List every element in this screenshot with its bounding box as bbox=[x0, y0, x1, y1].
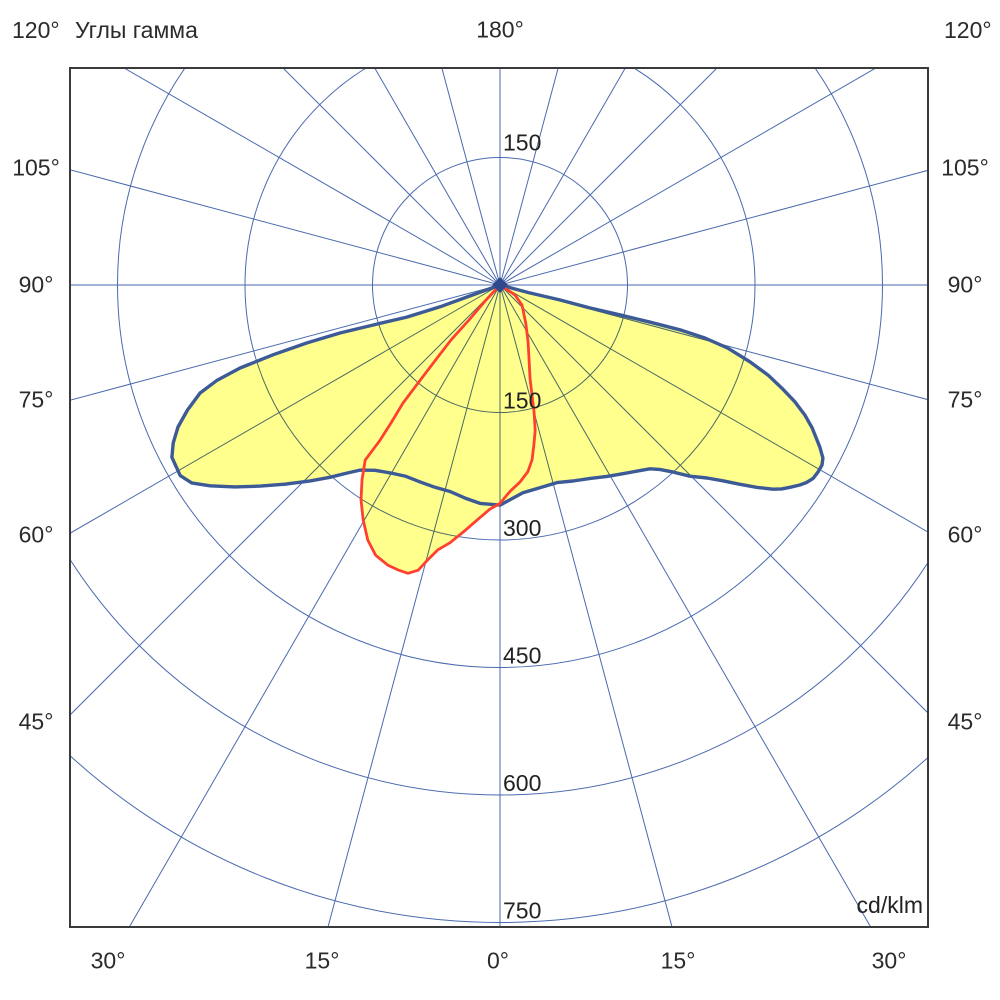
bottom-axis-label-30r: 30° bbox=[871, 947, 907, 974]
gamma-ray-210 bbox=[374, 68, 501, 286]
corner-label-top-left: 120° bbox=[12, 17, 60, 43]
ring-label-150-upper: 150 bbox=[503, 130, 541, 156]
left-axis-label-90: 90° bbox=[18, 271, 54, 298]
plot-frame bbox=[69, 67, 929, 928]
left-axis-label-75: 75° bbox=[18, 386, 54, 413]
bottom-axis-label-15r: 15° bbox=[660, 947, 696, 974]
fill-c90-c270 bbox=[361, 285, 536, 574]
ring-label-300: 300 bbox=[503, 515, 541, 541]
right-axis-label-90: 90° bbox=[947, 271, 983, 298]
corner-label-top-right: 120° bbox=[944, 17, 992, 43]
ring-600 bbox=[70, 558, 928, 796]
gamma-ray-255 bbox=[70, 169, 501, 286]
gamma-ray-15 bbox=[499, 284, 673, 927]
gamma-ray-225 bbox=[282, 68, 501, 286]
curve-c0-c180 bbox=[170, 283, 825, 507]
gamma-ray-165 bbox=[499, 68, 559, 286]
ring-300 bbox=[244, 68, 756, 541]
right-axis-label-60: 60° bbox=[947, 521, 983, 548]
right-axis-label-45: 45° bbox=[947, 708, 983, 735]
right-axis-label-75: 75° bbox=[947, 386, 983, 413]
left-axis-label-60: 60° bbox=[18, 521, 54, 548]
gamma-ray-150 bbox=[499, 68, 626, 286]
unit-label: cd/klm bbox=[857, 892, 923, 918]
gamma-ray-285 bbox=[70, 284, 501, 401]
ring-label-750: 750 bbox=[503, 898, 541, 924]
ring-label-600: 600 bbox=[503, 770, 541, 796]
corner-label-top-center: 180° bbox=[476, 16, 524, 43]
ring-750 bbox=[70, 754, 928, 923]
gamma-ray-195 bbox=[441, 68, 501, 286]
gamma-ray-120 bbox=[499, 68, 877, 286]
bottom-axis-label-30l: 30° bbox=[90, 947, 126, 974]
ring-label-150: 150 bbox=[503, 388, 541, 414]
right-axis-label-105: 105° bbox=[941, 154, 989, 181]
gamma-ray-135 bbox=[499, 68, 718, 286]
ring-label-450: 450 bbox=[503, 643, 541, 669]
page-title: Углы гамма bbox=[75, 17, 198, 43]
gamma-ray-240 bbox=[123, 68, 501, 286]
bottom-axis-label-15l: 15° bbox=[304, 947, 340, 974]
gamma-ray-105 bbox=[499, 169, 928, 286]
intensity-fill bbox=[171, 285, 823, 574]
bottom-axis-label-0: 0° bbox=[487, 947, 509, 974]
left-axis-label-45: 45° bbox=[18, 708, 54, 735]
curve-c90-c270 bbox=[359, 283, 537, 575]
ring-450 bbox=[117, 68, 883, 668]
left-axis-label-105: 105° bbox=[12, 154, 60, 181]
pole-marker bbox=[492, 277, 508, 293]
